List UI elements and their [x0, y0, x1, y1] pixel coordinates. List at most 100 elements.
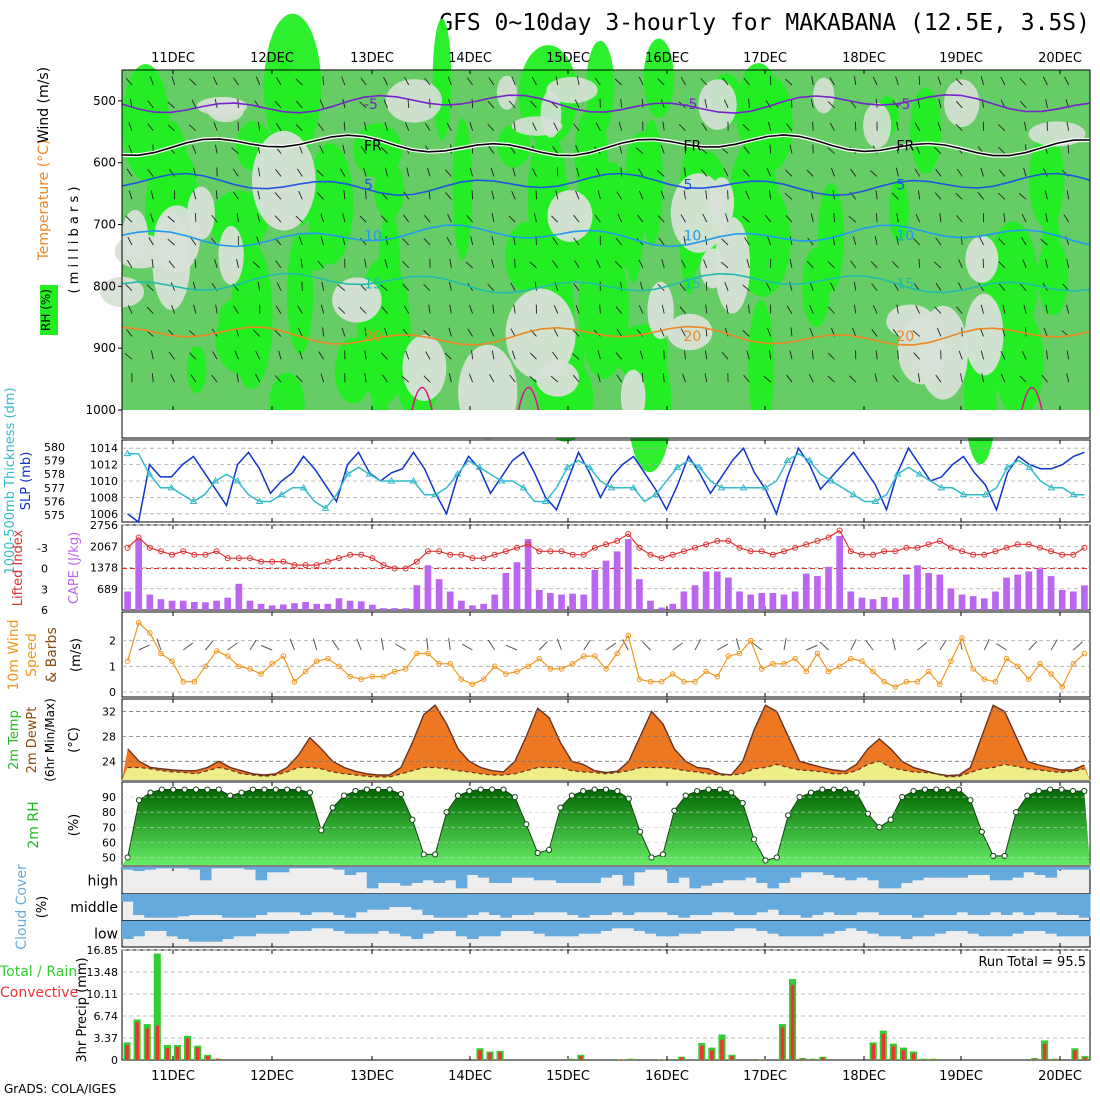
cloud-bar-middle — [144, 893, 156, 918]
top-date-label: 12DEC — [250, 51, 294, 66]
wind-barb — [1019, 375, 1027, 383]
lifted-index-point — [547, 548, 554, 555]
wind-speed-point — [1026, 676, 1032, 682]
wind-barb — [150, 350, 154, 360]
wind-barb-10m — [583, 639, 591, 651]
wind-barb — [913, 238, 921, 246]
cloud-bar-low — [756, 920, 768, 931]
wind-barb — [597, 373, 601, 383]
wind-barb — [573, 123, 580, 131]
wind-barb — [956, 215, 963, 223]
rh-point — [625, 795, 632, 802]
cloud-bar-high — [266, 867, 279, 873]
wind10m-axis-label-3: & Barbs — [44, 627, 60, 683]
cloud-bar-middle — [589, 893, 601, 915]
wind-barb — [401, 375, 410, 383]
cloud-bar-high — [199, 867, 212, 881]
lifted-index-point — [146, 544, 153, 551]
wind-barb — [275, 169, 282, 177]
precip-convective-bar — [205, 1056, 210, 1060]
wind-barb — [509, 145, 516, 154]
thickness-tick-label: 578 — [44, 468, 65, 481]
wind-barb — [1066, 190, 1070, 200]
cloud-bar-middle — [656, 893, 668, 913]
wind-barb — [1021, 237, 1027, 246]
wind-speed-point — [514, 668, 520, 675]
wind-barb — [1066, 373, 1070, 383]
precip-convective-bar — [1052, 1059, 1057, 1060]
wind-barb — [383, 99, 388, 109]
wind-barb — [746, 259, 750, 268]
wind-speed-point — [436, 660, 442, 667]
lifted-index-point — [814, 537, 821, 544]
wind-barb — [128, 122, 133, 131]
rh-point — [1035, 787, 1042, 795]
cloud-bar-middle — [177, 893, 190, 917]
lifted-index-axis-label: Lifted Index — [11, 529, 26, 606]
rh-point — [887, 816, 894, 823]
precip-convective-bar — [790, 984, 795, 1060]
wind-barb-10m — [806, 644, 818, 651]
wind-barb — [447, 76, 452, 86]
cloud-bar-low — [1012, 920, 1024, 934]
cloud-bar-low — [288, 920, 301, 931]
thickness-marker — [761, 483, 770, 491]
wind-barb-10m — [751, 642, 763, 651]
wind-barb — [934, 192, 942, 200]
wind-barb — [360, 237, 367, 246]
cloud-bar-middle — [1023, 893, 1035, 915]
precip-convective-bar — [871, 1044, 875, 1060]
wind-barb — [364, 373, 367, 383]
cloud-bar-middle — [1078, 893, 1091, 918]
cloud-bar-low — [322, 920, 334, 929]
wind-barb — [874, 236, 878, 246]
wind-barb — [722, 77, 729, 86]
wind-speed-point — [1081, 650, 1088, 657]
rh-point — [272, 786, 279, 793]
cloud-bar-high — [1045, 867, 1058, 878]
wind-barb — [236, 258, 239, 268]
slp-tick-label: 1008 — [90, 491, 118, 504]
rh-point — [682, 792, 689, 799]
temp-area — [122, 705, 1090, 780]
lifted-index-point — [291, 562, 298, 569]
wind-barb — [321, 281, 325, 291]
wind-barb — [255, 351, 261, 360]
precip-convective-bar — [619, 1059, 623, 1060]
thickness-marker — [563, 463, 572, 470]
wind-barb — [980, 304, 984, 314]
wind-barb — [128, 190, 133, 200]
cloud-bar-low — [967, 920, 980, 934]
temp-contour-20 — [121, 325, 1091, 346]
temp-contour-25 — [411, 386, 433, 411]
cloud-bar-middle — [300, 893, 312, 915]
cape-bar — [413, 585, 421, 610]
wind-barb — [827, 375, 835, 383]
wind-barb — [487, 283, 495, 292]
cloud-bar-low — [689, 920, 702, 934]
rh-point — [181, 786, 188, 793]
run-total-label: Run Total = 95.5 — [978, 955, 1086, 970]
cloud-bar-high — [923, 867, 935, 878]
cape-bar — [725, 577, 732, 610]
rh-moist-region — [378, 210, 401, 329]
cape-bar — [469, 605, 476, 610]
lifted-index-point — [502, 548, 509, 555]
wind-barb — [212, 76, 218, 86]
cape-bar — [424, 565, 432, 610]
wind-barb — [615, 352, 622, 360]
cape-bar — [736, 591, 743, 610]
wind-barb — [337, 284, 346, 292]
cloud-axis-label: Cloud Cover — [14, 864, 30, 950]
wind-barb — [533, 213, 537, 223]
wind-barb — [657, 215, 665, 223]
wind-barb — [958, 350, 963, 360]
cloud-bar-low — [1067, 920, 1080, 937]
bottom-date-label: 12DEC — [250, 1069, 294, 1084]
cloud-bar-high — [400, 867, 412, 886]
wind-barb — [215, 190, 218, 200]
wind-barb — [892, 328, 899, 337]
cloud-bar-high — [322, 867, 334, 869]
wind-barb — [939, 213, 942, 223]
wind-barb — [811, 76, 814, 86]
